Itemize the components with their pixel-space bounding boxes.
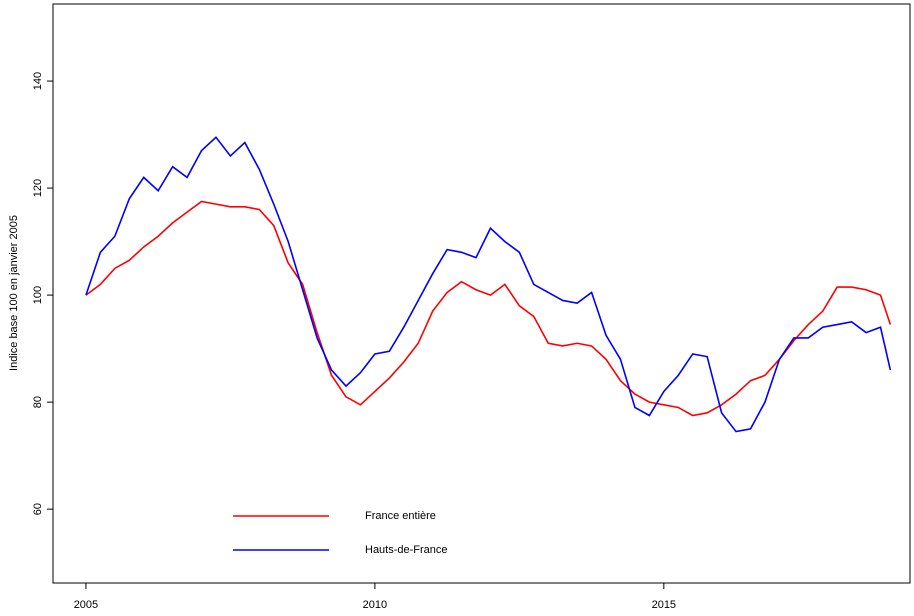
y-tick-label: 100	[32, 286, 44, 304]
legend-label: France entière	[365, 510, 436, 522]
legend-label: Hauts-de-France	[365, 544, 448, 556]
plot-frame	[52, 3, 911, 584]
line-series	[85, 200, 892, 417]
x-tick-label: 2005	[74, 599, 98, 611]
y-tick-label: 120	[32, 179, 44, 197]
line-series	[85, 136, 892, 433]
y-tick-label: 80	[32, 396, 44, 408]
x-tick-label: 2015	[652, 599, 676, 611]
y-tick-label: 60	[32, 503, 44, 515]
x-tick-label: 2010	[363, 599, 387, 611]
y-tick-label: 140	[32, 72, 44, 90]
y-axis-label: Indice base 100 en janvier 2005	[8, 215, 20, 371]
